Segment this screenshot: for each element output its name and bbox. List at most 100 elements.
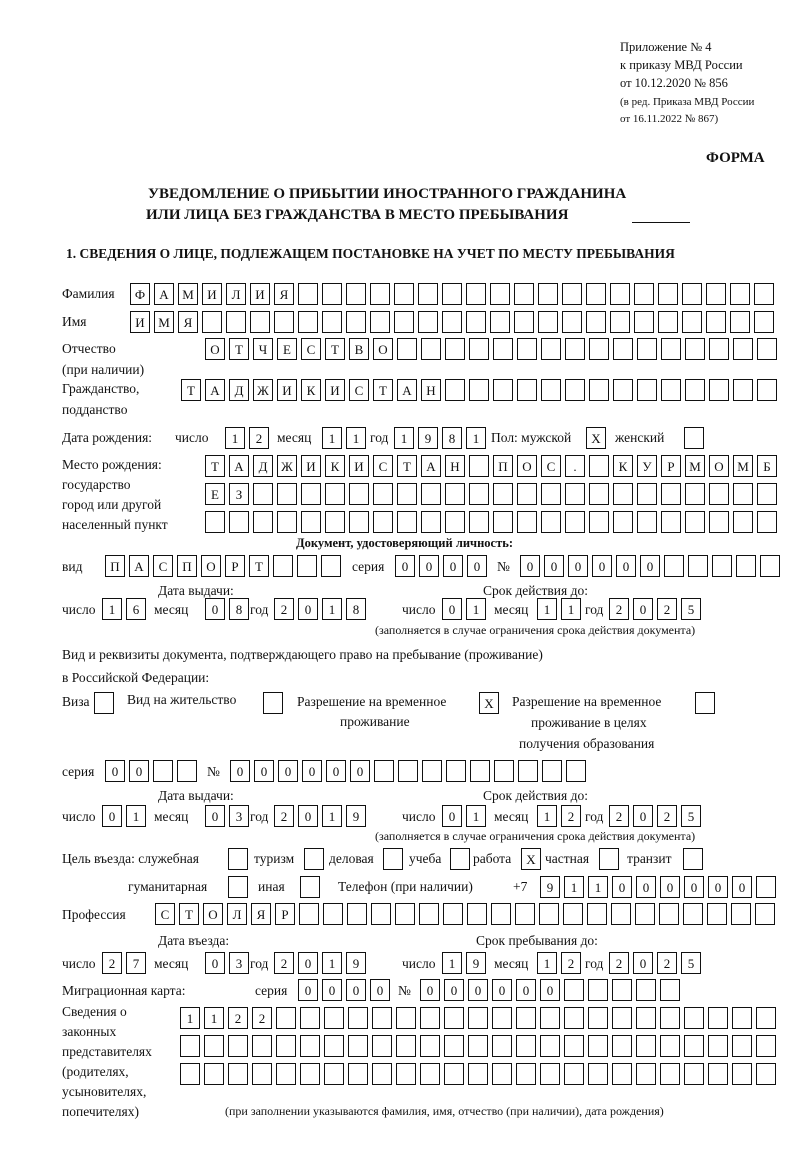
char-box[interactable] (396, 1063, 416, 1085)
char-box[interactable]: Р (661, 455, 681, 477)
char-box[interactable]: М (733, 455, 753, 477)
char-box[interactable] (324, 1063, 344, 1085)
char-box[interactable] (277, 511, 297, 533)
char-box[interactable] (732, 1035, 752, 1057)
temp-residence-edu-checkbox[interactable] (695, 692, 715, 714)
char-box[interactable]: 2 (228, 1007, 248, 1029)
char-box[interactable] (396, 1035, 416, 1057)
char-box[interactable]: 0 (467, 555, 487, 577)
char-box[interactable] (370, 283, 390, 305)
char-box[interactable] (421, 483, 441, 505)
char-box[interactable]: 0 (298, 952, 318, 974)
char-box[interactable]: 0 (633, 952, 653, 974)
char-box[interactable] (613, 483, 633, 505)
char-box[interactable]: В (349, 338, 369, 360)
title-blank-line[interactable] (632, 222, 690, 223)
char-box[interactable]: 9 (466, 952, 486, 974)
char-box[interactable] (304, 848, 324, 870)
char-box[interactable] (516, 1007, 536, 1029)
char-box[interactable]: 0 (708, 876, 728, 898)
char-box[interactable] (445, 379, 465, 401)
char-box[interactable]: 0 (129, 760, 149, 782)
char-box[interactable] (612, 1035, 632, 1057)
char-box[interactable]: П (493, 455, 513, 477)
char-box[interactable]: А (154, 283, 174, 305)
char-box[interactable] (613, 379, 633, 401)
char-box[interactable] (757, 379, 777, 401)
char-box[interactable] (374, 760, 394, 782)
char-box[interactable]: Р (275, 903, 295, 925)
char-box[interactable] (708, 1063, 728, 1085)
char-box[interactable] (538, 283, 558, 305)
char-box[interactable] (490, 283, 510, 305)
char-box[interactable] (564, 1035, 584, 1057)
char-box[interactable]: Л (226, 283, 246, 305)
char-box[interactable] (444, 1063, 464, 1085)
char-box[interactable] (205, 511, 225, 533)
char-box[interactable] (564, 979, 584, 1001)
char-box[interactable]: 0 (395, 555, 415, 577)
char-box[interactable]: Т (205, 455, 225, 477)
char-box[interactable] (301, 483, 321, 505)
char-box[interactable] (757, 338, 777, 360)
char-box[interactable] (683, 848, 703, 870)
char-box[interactable]: А (421, 455, 441, 477)
char-box[interactable] (634, 283, 654, 305)
char-box[interactable] (760, 555, 780, 577)
char-box[interactable]: 8 (229, 598, 249, 620)
char-box[interactable]: 3 (229, 952, 249, 974)
char-box[interactable]: О (517, 455, 537, 477)
char-box[interactable]: 2 (561, 805, 581, 827)
char-box[interactable] (695, 692, 715, 714)
char-box[interactable] (589, 483, 609, 505)
char-box[interactable] (637, 379, 657, 401)
char-box[interactable] (733, 379, 753, 401)
char-box[interactable] (610, 283, 630, 305)
char-box[interactable]: Я (274, 283, 294, 305)
char-box[interactable] (371, 903, 391, 925)
char-box[interactable] (517, 483, 537, 505)
char-box[interactable] (276, 1007, 296, 1029)
char-box[interactable] (730, 311, 750, 333)
char-box[interactable]: О (373, 338, 393, 360)
char-box[interactable] (493, 379, 513, 401)
char-box[interactable] (562, 283, 582, 305)
char-box[interactable]: 1 (346, 427, 366, 449)
char-box[interactable]: А (129, 555, 149, 577)
char-box[interactable] (324, 1035, 344, 1057)
char-box[interactable] (298, 283, 318, 305)
char-box[interactable] (469, 338, 489, 360)
char-box[interactable] (541, 511, 561, 533)
char-box[interactable]: 0 (468, 979, 488, 1001)
char-box[interactable]: 1 (588, 876, 608, 898)
char-box[interactable]: 2 (252, 1007, 272, 1029)
char-box[interactable]: 0 (370, 979, 390, 1001)
representatives-field[interactable] (180, 1063, 776, 1085)
char-box[interactable] (300, 1007, 320, 1029)
char-box[interactable]: С (301, 338, 321, 360)
char-box[interactable]: У (637, 455, 657, 477)
char-box[interactable] (349, 511, 369, 533)
char-box[interactable] (589, 511, 609, 533)
char-box[interactable]: 0 (660, 876, 680, 898)
char-box[interactable] (564, 1007, 584, 1029)
char-box[interactable] (754, 311, 774, 333)
char-box[interactable] (636, 979, 656, 1001)
char-box[interactable] (540, 1007, 560, 1029)
char-box[interactable]: 1 (537, 598, 557, 620)
char-box[interactable]: 5 (681, 598, 701, 620)
char-box[interactable] (228, 1063, 248, 1085)
char-box[interactable] (228, 848, 248, 870)
char-box[interactable] (565, 483, 585, 505)
char-box[interactable]: К (613, 455, 633, 477)
char-box[interactable] (538, 311, 558, 333)
char-box[interactable] (325, 483, 345, 505)
char-box[interactable]: Т (249, 555, 269, 577)
char-box[interactable]: 0 (568, 555, 588, 577)
